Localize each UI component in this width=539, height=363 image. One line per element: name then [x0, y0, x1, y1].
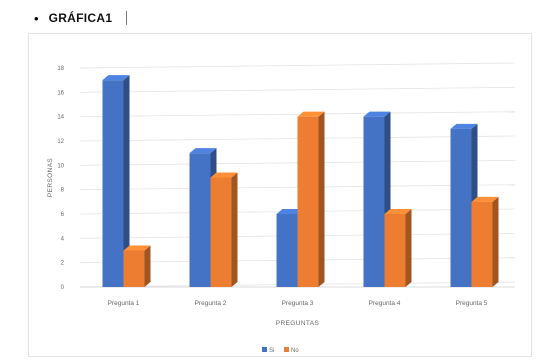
x-tick-label: Pregunta 2	[195, 300, 227, 307]
legend-label: Si	[269, 348, 274, 354]
bar-face	[123, 250, 145, 287]
bar-top	[384, 209, 412, 214]
y-tick-label: 0	[61, 285, 65, 291]
bar-face	[297, 116, 319, 288]
y-tick-label: 8	[61, 188, 65, 194]
gridline	[79, 111, 516, 118]
y-tick-label: 2	[61, 261, 65, 267]
bar-face	[450, 128, 472, 287]
legend: Si No	[262, 347, 299, 354]
bar-no-3	[297, 111, 325, 288]
x-tick-label: Pregunta 1	[108, 300, 140, 307]
bar-side	[144, 245, 151, 287]
y-tick-label: 14	[57, 115, 64, 121]
x-tick-labels: Pregunta 1 Pregunta 2 Pregunta 3 Pregunta 4…	[108, 300, 488, 307]
bar-si-1	[102, 75, 130, 288]
bar-top	[189, 148, 217, 154]
bar-face	[102, 80, 124, 288]
bullet: •	[34, 10, 39, 26]
section-heading: • GRÁFICA1	[34, 6, 128, 30]
bar-no-2	[210, 172, 238, 287]
bar-face	[276, 214, 298, 287]
heading-title: GRÁFICA1	[48, 11, 113, 25]
y-axis-title: PERSONAS	[47, 158, 54, 198]
bar-face	[363, 116, 385, 288]
bar-top	[276, 209, 304, 214]
legend-swatch	[284, 347, 289, 352]
bar-face	[210, 177, 232, 287]
bar-face	[471, 201, 493, 287]
gridline	[79, 86, 516, 93]
y-tick-labels: 0 2 4 6 8 10 12 14 16 18	[57, 66, 64, 291]
bar-side	[231, 172, 238, 287]
bar-face	[189, 153, 211, 287]
bar-top	[123, 245, 151, 251]
legend-swatch	[262, 347, 267, 352]
bar-top	[210, 172, 238, 178]
legend-item-no: No	[284, 347, 299, 354]
text-cursor	[126, 11, 128, 25]
bar-top	[450, 123, 478, 129]
bar-side	[123, 75, 130, 288]
x-tick-label: Pregunta 4	[369, 300, 401, 307]
bar-top	[102, 75, 130, 81]
bar-no-5	[471, 196, 499, 287]
x-tick-label: Pregunta 3	[282, 300, 314, 307]
bar-top	[297, 111, 325, 117]
bar-side	[492, 196, 499, 287]
bars	[102, 75, 499, 288]
y-tick-label: 6	[61, 212, 65, 218]
y-tick-label: 4	[61, 236, 65, 242]
legend-label: No	[291, 348, 299, 354]
legend-item-si: Si	[262, 347, 274, 354]
bar-top	[363, 111, 391, 117]
y-tick-label: 12	[57, 139, 64, 145]
x-tick-label: Pregunta 5	[456, 300, 488, 307]
bar-no-4	[384, 209, 412, 287]
gridline	[79, 62, 516, 69]
bar-no-1	[123, 245, 151, 287]
y-tick-label: 16	[57, 90, 64, 96]
bar-face	[384, 214, 406, 287]
bar-top	[471, 196, 499, 202]
bar-side	[318, 111, 325, 288]
y-tick-label: 10	[57, 163, 64, 169]
bar-side	[405, 209, 412, 287]
x-axis-title: PREGUNTAS	[276, 320, 320, 327]
y-tick-label: 18	[57, 66, 64, 72]
